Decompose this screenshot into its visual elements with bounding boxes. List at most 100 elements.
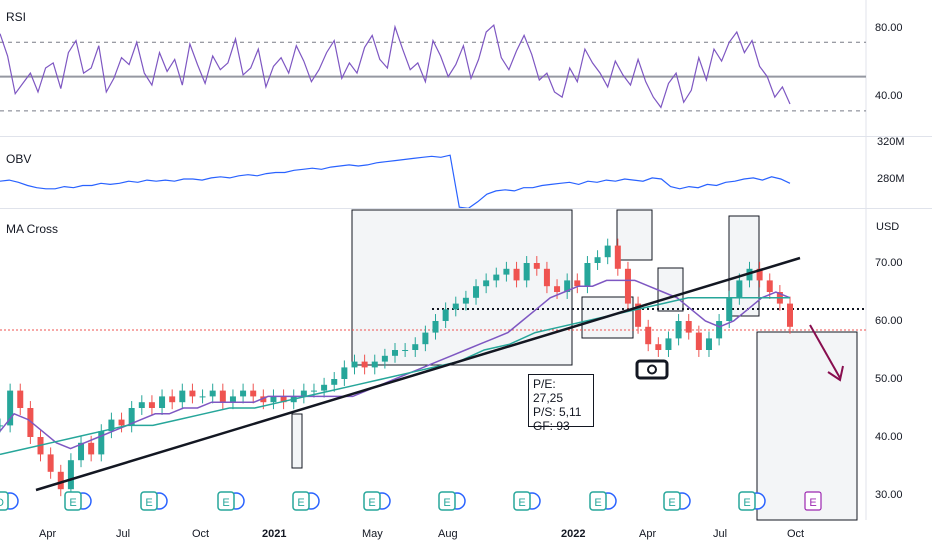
pane-separator[interactable] xyxy=(0,208,932,209)
earnings-marker-icon xyxy=(438,491,456,511)
candle-body xyxy=(787,303,793,327)
time-tick-label: Aug xyxy=(438,528,458,540)
valuation-note[interactable]: P/E: 27,25 P/S: 5,11 GF: 93 xyxy=(528,374,594,433)
candle-body xyxy=(219,390,226,403)
ma-slow-line xyxy=(0,297,790,456)
candle-body xyxy=(533,263,540,269)
price-tick-label: 40.00 xyxy=(875,431,903,443)
time-tick-label: 2021 xyxy=(262,528,287,540)
earnings-marker-icon xyxy=(0,491,9,511)
rsi-tick-label: 40.00 xyxy=(875,90,903,102)
earnings-marker-icon xyxy=(513,491,531,511)
candle-body xyxy=(554,286,561,292)
price-tick-label: 60.00 xyxy=(875,315,903,327)
candle-body xyxy=(148,402,155,408)
candle-body xyxy=(493,274,500,281)
earnings-marker-letter: E xyxy=(668,497,675,509)
candle-body xyxy=(523,263,530,281)
candle-body xyxy=(169,396,176,403)
candle-body xyxy=(473,286,480,298)
earnings-marker-letter: E xyxy=(368,497,375,509)
rsi-series-line xyxy=(0,23,791,109)
earnings-marker-letter: D xyxy=(0,497,4,509)
candle-body xyxy=(513,268,520,281)
candle-body xyxy=(67,460,74,490)
obv-series-line xyxy=(0,154,791,209)
earnings-marker-letter: E xyxy=(594,497,601,509)
candle-body xyxy=(98,431,105,455)
earnings-marker-icon xyxy=(140,491,158,511)
candle-body xyxy=(574,280,581,287)
cash-icon xyxy=(635,359,669,380)
candle-body xyxy=(705,338,712,350)
candle-body xyxy=(159,396,166,408)
analysis-box xyxy=(291,413,303,469)
candle-body xyxy=(199,396,206,398)
analysis-box xyxy=(616,209,653,261)
earnings-marker-icon xyxy=(589,491,607,511)
candle-body xyxy=(766,280,773,292)
arrow-shaft xyxy=(809,324,841,379)
candle-body xyxy=(189,390,196,397)
candle-body xyxy=(564,280,571,292)
arrow-head xyxy=(827,365,844,382)
candle-body xyxy=(341,367,348,379)
candle-body xyxy=(452,303,459,310)
analysis-box xyxy=(351,209,573,366)
candle-body xyxy=(351,361,358,368)
candle-body xyxy=(118,419,125,426)
candle-body xyxy=(57,471,64,490)
candle-body xyxy=(88,442,95,455)
candle-body xyxy=(270,396,277,403)
candle-body xyxy=(685,321,692,333)
time-tick-label: Apr xyxy=(39,528,57,540)
candle-body xyxy=(756,268,763,281)
gf-score-text: GF: 93 xyxy=(533,419,570,433)
time-tick-label: Jul xyxy=(116,528,131,540)
price-tick-label: 30.00 xyxy=(875,489,903,501)
candle-body xyxy=(442,309,449,321)
candle-body xyxy=(716,321,723,339)
candle-body xyxy=(78,442,85,461)
analysis-box xyxy=(756,331,858,521)
support-trendline xyxy=(35,256,801,492)
price-unit-label: USD xyxy=(876,221,900,233)
candle-body xyxy=(695,332,702,350)
candle-body xyxy=(645,326,652,345)
candle-body xyxy=(462,297,469,304)
ma-cross-pane-label: MA Cross xyxy=(6,222,59,236)
analysis-box xyxy=(728,215,760,317)
candle-body xyxy=(280,396,287,403)
earnings-marker-letter: E xyxy=(222,497,229,509)
candle-body xyxy=(240,390,247,397)
candle-body xyxy=(422,332,429,345)
time-tick-label: May xyxy=(362,528,383,540)
candle-body xyxy=(584,263,591,287)
ma-fast-line xyxy=(0,279,791,450)
earnings-marker-letter: E xyxy=(743,497,750,509)
candle-body xyxy=(543,268,550,287)
candle-body xyxy=(614,245,621,269)
candle-body xyxy=(381,355,388,362)
candle-body xyxy=(7,390,14,426)
earnings-marker-icon xyxy=(217,491,235,511)
candle-body xyxy=(624,268,631,304)
rsi-pane-label: RSI xyxy=(6,10,27,24)
candle-body xyxy=(594,257,601,263)
candle-body xyxy=(371,361,378,368)
pane-separator[interactable] xyxy=(0,136,932,137)
candle-body xyxy=(138,402,145,408)
candle-body xyxy=(179,390,186,403)
candle-body xyxy=(0,425,3,427)
candle-body xyxy=(604,245,611,258)
time-tick-label: 2022 xyxy=(561,528,586,540)
candle-body xyxy=(726,297,733,321)
candle-body xyxy=(655,344,662,350)
upcoming-earnings-icon xyxy=(804,491,822,511)
earnings-marker-icon xyxy=(363,491,381,511)
candle-body xyxy=(310,390,317,392)
time-tick-label: Jul xyxy=(713,528,728,540)
upcoming-earnings-letter: E xyxy=(809,497,816,509)
candle-body xyxy=(412,344,419,350)
